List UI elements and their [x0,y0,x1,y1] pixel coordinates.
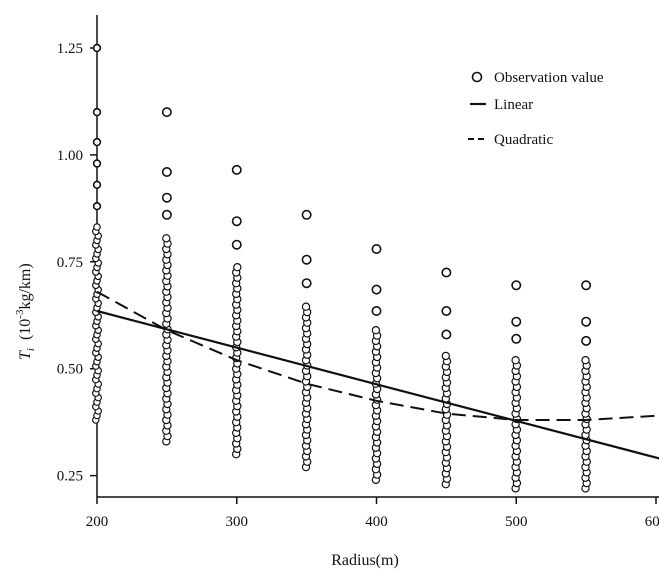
x-tick-label: 300 [226,514,249,530]
legend-marker-observation [471,71,483,83]
y-tick-label: 0.50 [57,362,83,378]
legend-label-linear: Linear [494,97,533,113]
y-tick-label: 1.25 [57,41,83,57]
observation-point [511,316,522,327]
x-ticks: 200 300 400 500 600 [86,497,659,530]
legend-label-observation: Observation value [494,70,604,86]
observation-point [441,351,450,361]
observation-point [92,43,102,53]
observation-point [161,167,172,178]
observation-point [371,284,382,295]
quadratic-fit-line [96,290,659,421]
y-axis-title-unit-prefix: (10 [17,319,34,340]
observation-point [301,209,312,220]
y-tick-label: 0.75 [57,255,83,271]
observation-point [231,216,242,227]
observation-point [161,209,172,220]
observation-point [301,278,312,289]
linear-fit-line [96,309,659,460]
y-ticks: 0.25 0.50 0.75 1.00 1.25 [57,41,97,485]
y-axis-title-unit-exp: -3 [14,309,26,319]
x-tick-label: 600 [645,514,659,530]
observation-point [92,137,102,147]
observation-point [581,316,592,327]
observation-point [231,164,242,175]
observation-point [511,280,522,291]
y-axis-title-main: T [17,350,34,360]
observation-point [301,254,312,265]
y-axis-title-unit-suffix: kg/km) [17,263,34,309]
observation-point [581,280,592,291]
observation-points [92,43,592,493]
observation-point [92,202,102,211]
observation-point [92,107,102,117]
observation-point [231,239,242,250]
observation-point [93,223,101,231]
observation-point [161,107,172,118]
x-tick-label: 500 [505,514,528,530]
x-tick-label: 200 [86,514,109,530]
legend-label-quadratic: Quadratic [494,132,553,148]
legend: Observation value Linear Quadratic [468,70,604,148]
y-axis-title: Ti (10-3kg/km) [14,263,37,360]
observation-point [511,333,522,344]
observation-point [441,305,452,316]
x-axis-title: Radius(m) [331,552,399,569]
observation-point [371,305,382,316]
observation-point [581,335,592,346]
observation-point [233,263,242,272]
observation-point [441,267,452,278]
observation-point [371,326,381,335]
observation-point [371,244,382,255]
observation-point [162,234,171,243]
y-tick-label: 0.25 [57,469,83,485]
observation-point [92,159,102,168]
observation-point [161,192,172,203]
y-axis-title-sub: i [25,348,37,351]
observation-point [441,329,452,340]
observation-point [301,302,311,311]
observation-point [581,356,590,365]
y-tick-label: 1.00 [57,148,83,164]
observation-point [511,356,520,365]
x-tick-label: 400 [365,514,388,530]
observation-point [92,180,102,190]
